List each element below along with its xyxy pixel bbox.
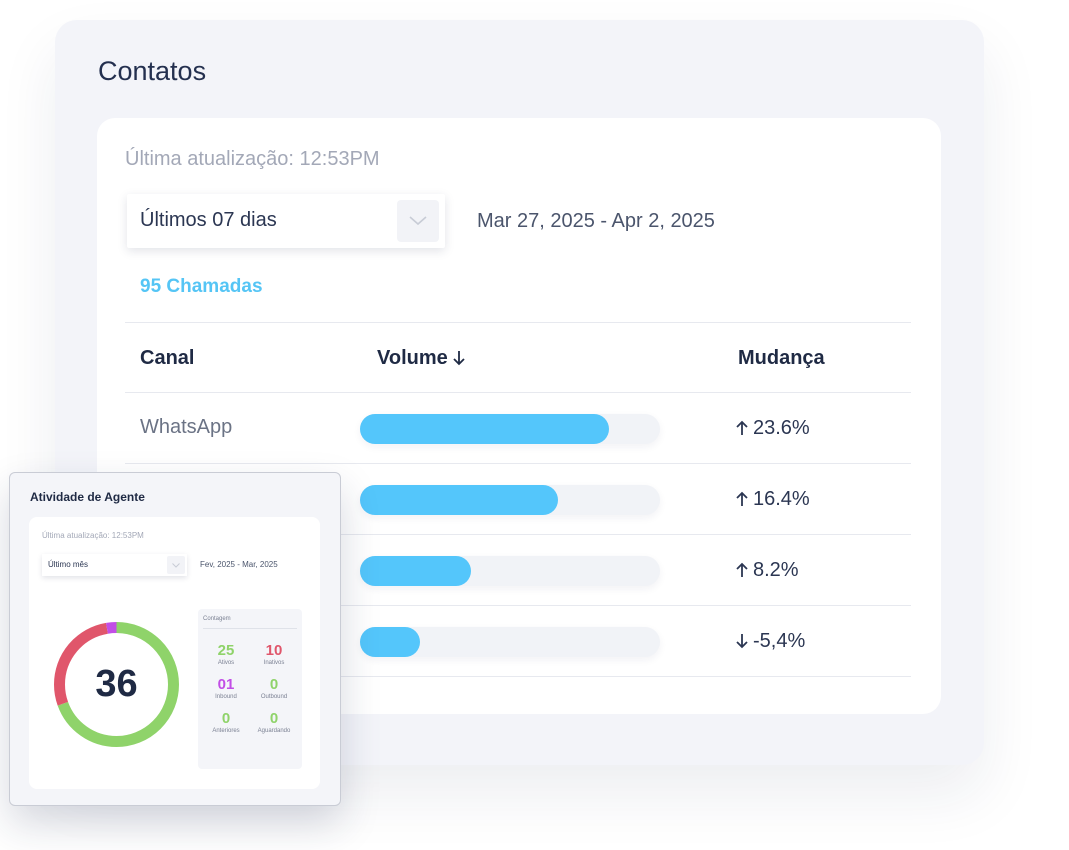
stat-inbound: 01 Inbound [201,676,251,701]
volume-bar-fill [360,627,420,657]
table-row[interactable]: WhatsApp 23.6% [125,393,911,463]
donut-segment-inativos [54,622,179,747]
row-change: 16.4% [735,488,810,511]
column-header-change[interactable]: Mudança [738,347,825,369]
donut-total-value: 36 [95,663,138,705]
row-change: 23.6% [735,417,810,440]
stat-label: Outbound [260,694,288,700]
stat-inativos: 10 Inativos [249,642,299,667]
arrow-up-icon [736,491,748,506]
agent-period-dropdown[interactable]: Último mês [42,554,187,576]
donut-segment-inbound [54,622,179,747]
table-row[interactable]: 16.4% [125,464,911,534]
agent-activity-title: Atividade de Agente [30,490,145,504]
divider [125,463,911,464]
volume-bar-fill [360,485,558,515]
channel-table: Canal Volume Mudança WhatsApp 23.6% 16.4% 8… [125,322,911,677]
stat-value: 0 [269,676,279,693]
volume-bar-track [360,414,660,444]
sort-down-arrow-icon [453,351,465,366]
stat-label: Ativos [217,660,235,666]
divider [203,628,297,629]
row-change-value: 8.2% [753,559,799,581]
table-body: WhatsApp 23.6% 16.4% 8.2% -5,4% [125,393,911,677]
agent-date-range-text: Fev, 2025 - Mar, 2025 [200,560,278,569]
table-header: Canal Volume Mudança [125,323,911,392]
volume-bar-fill [360,414,609,444]
stat-value: 0 [221,710,231,727]
volume-bar-track [360,627,660,657]
agent-donut-chart [54,622,179,747]
arrow-up-icon [736,562,748,577]
row-change: -5,4% [735,630,805,653]
stat-aguardando: 0 Aguardando [249,710,299,735]
stat-label: Inbound [215,694,237,700]
agent-last-update-text: Última atualização: 12:53PM [42,531,144,540]
row-channel: WhatsApp [140,416,233,438]
table-row[interactable]: 8.2% [125,535,911,605]
volume-bar-fill [360,556,471,586]
row-change-value: 23.6% [753,417,810,439]
stat-value: 25 [217,642,235,659]
row-change-value: -5,4% [753,630,806,652]
agent-period-dropdown-label: Último mês [48,560,89,569]
column-header-channel[interactable]: Canal [140,347,195,369]
stat-ativos: 25 Ativos [201,642,251,667]
agent-activity-panel: Última atualização: 12:53PM Último mês F… [29,517,320,789]
divider [125,322,911,323]
row-change: 8.2% [735,559,799,582]
last-update-text: Última atualização: 12:53PM [125,148,380,170]
stat-outbound: 0 Outbound [249,676,299,701]
contacts-panel: Última atualização: 12:53PM Últimos 07 d… [97,118,941,714]
arrow-up-icon [736,420,748,435]
volume-bar-track [360,556,660,586]
volume-bar-track [360,485,660,515]
chevron-down-icon[interactable] [167,556,185,574]
stat-anteriores: 0 Anteriores [201,710,251,735]
arrow-down-icon [736,634,748,649]
column-header-volume[interactable]: Volume [377,347,466,370]
calls-count: 95 Chamadas [140,276,263,297]
divider [125,534,911,535]
column-header-volume-label: Volume [377,347,448,369]
stat-value: 10 [265,642,283,659]
stat-value: 0 [269,710,279,727]
divider [125,392,911,393]
date-range-text: Mar 27, 2025 - Apr 2, 2025 [477,210,715,232]
count-panel: Contagem 25 Ativos 10 Inativos 01 Inbound 0 Out… [198,609,302,769]
stat-label: Inativos [263,660,285,666]
chevron-down-icon[interactable] [397,200,439,242]
divider [125,676,911,677]
period-dropdown[interactable]: Últimos 07 dias [127,194,445,248]
divider [125,605,911,606]
agent-activity-card: Atividade de Agente Última atualização: … [9,472,341,806]
count-title: Contagem [203,616,231,622]
contacts-title: Contatos [98,56,207,86]
stat-value: 01 [217,676,235,693]
stat-label: Aguardando [257,728,291,734]
row-change-value: 16.4% [753,488,810,510]
period-dropdown-label: Últimos 07 dias [140,209,277,231]
stat-label: Anteriores [212,728,240,734]
table-row[interactable]: -5,4% [125,606,911,676]
